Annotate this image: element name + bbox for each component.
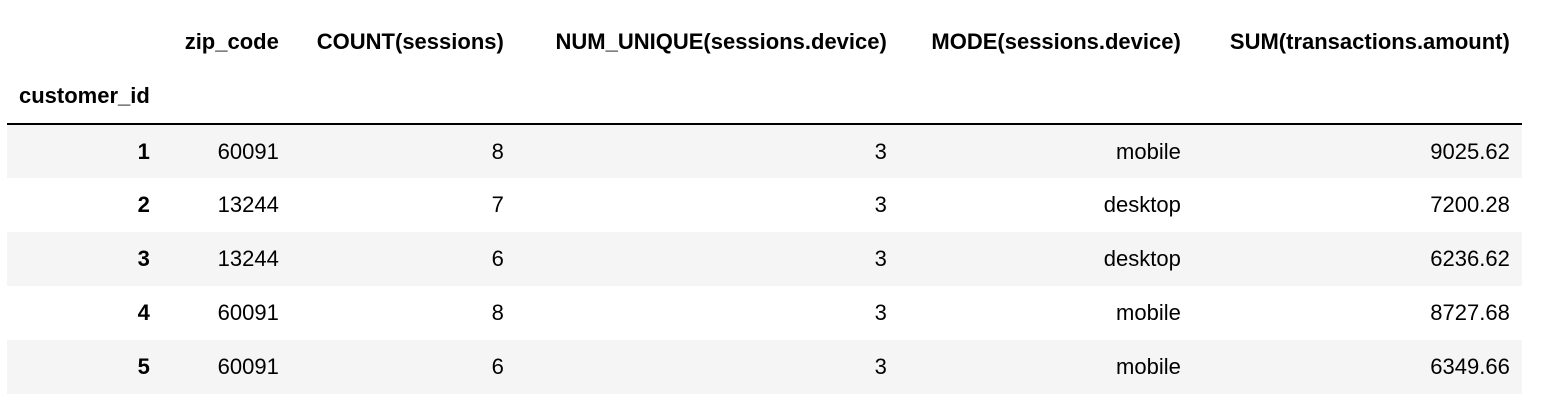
table-row: 2 13244 7 3 desktop 7200.28: [7, 178, 1522, 232]
dataframe-table: zip_code COUNT(sessions) NUM_UNIQUE(sess…: [7, 15, 1522, 394]
cell-count-sessions: 8: [491, 300, 504, 325]
cell-mode-device: desktop: [1103, 192, 1181, 217]
cell-count-sessions: 8: [491, 138, 504, 164]
column-header-row: zip_code COUNT(sessions) NUM_UNIQUE(sess…: [7, 15, 1522, 69]
cell-zip-code: 60091: [217, 138, 279, 164]
row-index: 2: [137, 192, 150, 217]
cell-zip-code: 60091: [217, 354, 279, 379]
row-index: 5: [137, 354, 150, 379]
cell-mode-device: mobile: [1116, 354, 1181, 379]
table-header: zip_code COUNT(sessions) NUM_UNIQUE(sess…: [7, 15, 1522, 125]
row-index: 1: [137, 138, 150, 164]
cell-sum-amount: 6349.66: [1430, 354, 1510, 379]
index-name-header: customer_id: [7, 69, 162, 125]
row-index: 4: [137, 300, 150, 325]
cell-num-unique-device: 3: [874, 138, 887, 164]
empty-header-cell: [290, 69, 516, 125]
empty-header-cell: [515, 69, 899, 125]
table-row: 4 60091 8 3 mobile 8727.68: [7, 286, 1522, 340]
empty-header-cell: [161, 69, 291, 125]
index-name-row: customer_id: [7, 69, 1522, 125]
row-index: 3: [137, 246, 150, 271]
table-body: 1 60091 8 3 mobile 9025.62 2 13244 7 3 d…: [7, 124, 1522, 394]
cell-count-sessions: 7: [491, 192, 504, 217]
cell-count-sessions: 6: [491, 246, 504, 271]
cell-sum-amount: 6236.62: [1430, 246, 1510, 271]
table-row: 1 60091 8 3 mobile 9025.62: [7, 124, 1522, 178]
column-header: MODE(sessions.device): [931, 29, 1181, 54]
column-header: COUNT(sessions): [316, 29, 504, 54]
cell-sum-amount: 9025.62: [1430, 138, 1510, 164]
cell-mode-device: mobile: [1116, 138, 1181, 164]
column-header: zip_code: [184, 29, 279, 54]
empty-header-cell: [1192, 69, 1522, 125]
cell-mode-device: desktop: [1103, 246, 1181, 271]
cell-num-unique-device: 3: [874, 192, 887, 217]
cell-zip-code: 60091: [217, 300, 279, 325]
cell-mode-device: mobile: [1116, 300, 1181, 325]
cell-num-unique-device: 3: [874, 300, 887, 325]
index-corner-cell: [7, 15, 162, 69]
table-row: 3 13244 6 3 desktop 6236.62: [7, 232, 1522, 286]
column-header: NUM_UNIQUE(sessions.device): [555, 29, 887, 54]
cell-sum-amount: 8727.68: [1430, 300, 1510, 325]
cell-count-sessions: 6: [491, 354, 504, 379]
cell-sum-amount: 7200.28: [1430, 192, 1510, 217]
cell-num-unique-device: 3: [874, 246, 887, 271]
table-row: 5 60091 6 3 mobile 6349.66: [7, 340, 1522, 394]
cell-num-unique-device: 3: [874, 354, 887, 379]
empty-header-cell: [898, 69, 1193, 125]
cell-zip-code: 13244: [217, 246, 279, 271]
cell-zip-code: 13244: [217, 192, 279, 217]
column-header: SUM(transactions.amount): [1229, 29, 1510, 54]
